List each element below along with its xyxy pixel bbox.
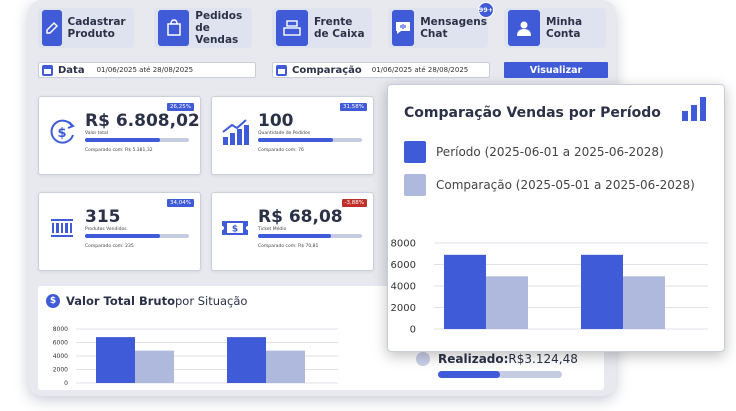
- edit-icon: [42, 10, 62, 46]
- svg-text:$: $: [232, 225, 238, 235]
- change-badge: 31,58%: [340, 103, 367, 111]
- kpi-value: R$ 68,08: [258, 207, 343, 227]
- calendar-icon: [276, 64, 287, 76]
- y-tick-label: 4000: [391, 282, 416, 293]
- visualizar-button[interactable]: Visualizar: [504, 62, 608, 78]
- kpi-label: Produtos Vendidos: [85, 227, 127, 232]
- kpi-card-produtos-vendidos: 34,04% 315 Produtos Vendidos Comparado c…: [38, 192, 201, 271]
- nav-label: Minha Conta: [546, 16, 583, 40]
- y-tick-label: 6000: [53, 340, 68, 347]
- date-filter[interactable]: Data 01/06/2025 até 28/08/2025: [38, 62, 256, 78]
- legend-swatch: [404, 141, 426, 163]
- legend-swatch: [404, 174, 426, 196]
- notification-badge: 99+: [478, 2, 494, 18]
- kpi-compare: Comparado com: 76: [258, 148, 304, 153]
- nav-cadastrar-produto-button[interactable]: Cadastrar Produto: [38, 8, 134, 48]
- nav-label: Frente de Caixa: [314, 16, 365, 40]
- compare-label: Comparação: [292, 64, 362, 76]
- kpi-value: 315: [85, 207, 121, 227]
- nav-mensagens-chat-button[interactable]: Mensagens Chat 99+: [388, 2, 494, 48]
- kpi-card-ticket-medio: -3,88% $ R$ 68,08 Ticket Médio Comparado…: [211, 192, 374, 271]
- legend-label: Comparação (2025-05-01 a 2025-06-2028): [436, 178, 695, 192]
- kpi-card-valor-total: 26,25% $ R$ 6.808,02 Valor total Compara…: [38, 96, 201, 175]
- status-label: Realizado:: [438, 352, 509, 366]
- barcode-icon: [51, 219, 73, 237]
- kpi-label: Quantidade de Pedidos: [258, 131, 311, 136]
- change-badge: 34,04%: [167, 199, 194, 207]
- nav-label: Mensagens Chat: [420, 16, 487, 40]
- y-tick-label: 8000: [53, 326, 68, 333]
- kpi-label: Ticket Médio: [258, 227, 287, 232]
- dollar-circle-icon: $: [46, 294, 60, 308]
- legend-comparacao: Comparação (2025-05-01 a 2025-06-2028): [404, 174, 695, 196]
- date-label: Data: [58, 64, 85, 76]
- section-title-bold: Valor Total Bruto: [66, 294, 175, 308]
- status-progress: [438, 371, 562, 378]
- svg-text:$: $: [57, 126, 66, 141]
- kpi-compare: Comparado com: R$ 70,81: [258, 244, 319, 249]
- compare-filter[interactable]: Comparação 01/06/2025 até 28/08/2025: [272, 62, 490, 78]
- y-tick-label: 0: [410, 325, 416, 336]
- kpi-progress: [85, 138, 189, 142]
- y-tick-label: 0: [64, 380, 68, 387]
- bar: [227, 337, 266, 383]
- bar-chart-icon: [682, 97, 706, 121]
- comparacao-bar-chart: 8000 6000 4000 2000 0: [391, 239, 708, 336]
- kpi-card-quantidade-pedidos: 31,58% 100 Quantidade de Pedidos Compara…: [211, 96, 374, 175]
- realizado-status: Realizado: R$3.124,48: [416, 352, 578, 366]
- cash-register-icon: [276, 10, 308, 46]
- bar: [266, 350, 305, 383]
- dollar-refresh-icon: $: [50, 119, 75, 144]
- nav-label: Cadastrar Produto: [67, 16, 126, 40]
- status-value: R$3.124,48: [508, 352, 578, 366]
- nav-frente-caixa-button[interactable]: Frente de Caixa: [272, 8, 372, 48]
- kpi-progress: [258, 138, 362, 142]
- date-range: 01/06/2025 até 28/08/2025: [96, 66, 194, 74]
- chat-icon: [392, 10, 415, 46]
- section-title-rest: por Situação: [175, 294, 248, 308]
- y-tick-label: 6000: [391, 260, 416, 271]
- kpi-compare: Comparado com: R$ 5.381,32: [85, 148, 153, 153]
- status-dot-icon: [416, 352, 430, 366]
- kpi-progress: [85, 234, 189, 238]
- bar: [135, 350, 174, 383]
- kpi-label: Valor total: [85, 131, 109, 136]
- legend-label: Período (2025-06-01 a 2025-06-2028): [436, 145, 664, 159]
- change-badge: -3,88%: [341, 199, 367, 207]
- change-badge: 26,25%: [167, 103, 194, 111]
- y-tick-label: 2000: [53, 367, 68, 374]
- compare-range: 01/06/2025 até 28/08/2025: [371, 66, 469, 74]
- y-tick-label: 4000: [53, 353, 68, 360]
- bar: [486, 276, 528, 329]
- bar: [623, 276, 665, 329]
- kpi-compare: Comparado com: 235: [85, 244, 134, 249]
- section-title: $ Valor Total Bruto por Situação: [46, 294, 247, 308]
- situacao-bar-chart: 8000 6000 4000 2000 0: [53, 326, 338, 387]
- user-icon: [508, 10, 540, 46]
- calendar-icon: [42, 64, 53, 76]
- legend-periodo: Período (2025-06-01 a 2025-06-2028): [404, 141, 664, 163]
- growth-chart-icon: [222, 119, 249, 145]
- nav-minha-conta-button[interactable]: Minha Conta: [504, 8, 606, 48]
- nav-label: Pedidos de Vendas: [195, 10, 243, 46]
- bar: [581, 254, 623, 329]
- comparacao-popup: Comparação Vendas por Período Período (2…: [387, 84, 725, 352]
- ticket-icon: $: [222, 221, 248, 235]
- kpi-value: R$ 6.808,02: [85, 111, 200, 131]
- nav-pedidos-vendas-button[interactable]: Pedidos de Vendas: [154, 8, 252, 48]
- y-tick-label: 8000: [391, 239, 416, 250]
- kpi-progress: [258, 234, 362, 238]
- kpi-value: 100: [258, 111, 294, 131]
- bar: [444, 254, 486, 329]
- shopping-bag-icon: [158, 10, 190, 46]
- y-tick-label: 2000: [391, 303, 416, 314]
- bar: [96, 337, 135, 383]
- popup-title: Comparação Vendas por Período: [404, 105, 661, 121]
